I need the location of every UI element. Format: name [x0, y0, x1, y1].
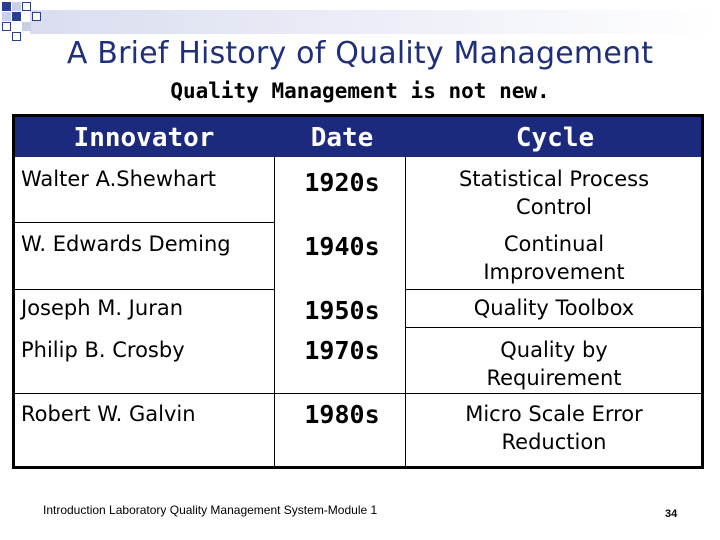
page-number: 34	[665, 508, 678, 520]
header-cycle: Cycle	[515, 123, 595, 153]
history-table: Innovator Date Cycle Walter A.Shewhart 1…	[12, 114, 704, 469]
row-5-date: 1980s	[304, 400, 380, 429]
column-divider	[405, 157, 406, 466]
row-divider	[15, 393, 701, 394]
row-1-date: 1920s	[304, 168, 380, 197]
row-3-innovator: Joseph M. Juran	[21, 296, 184, 320]
header-date: Date	[310, 123, 374, 153]
row-4-cycle-line2: Requirement	[486, 366, 622, 390]
deco-square	[12, 2, 21, 11]
deco-square	[32, 12, 41, 21]
row-divider	[15, 289, 274, 290]
column-divider	[274, 157, 275, 466]
row-2-innovator: W. Edwards Deming	[21, 232, 231, 256]
row-2-cycle-line2: Improvement	[483, 260, 625, 284]
row-1-innovator: Walter A.Shewhart	[21, 167, 217, 191]
deco-square	[2, 2, 11, 11]
footer-text: Introduction Laboratory Quality Manageme…	[43, 503, 378, 517]
slide-subtitle: Quality Management is not new.	[170, 79, 550, 103]
row-1-cycle-line1: Statistical Process	[458, 167, 650, 191]
deco-square	[2, 12, 11, 21]
deco-square	[2, 22, 11, 31]
row-2-date: 1940s	[304, 232, 380, 261]
row-divider	[406, 327, 701, 328]
row-4-innovator: Philip B. Crosby	[21, 338, 185, 362]
deco-square	[22, 2, 31, 11]
deco-square	[12, 32, 21, 41]
table-header: Innovator Date Cycle	[15, 117, 701, 157]
row-4-date: 1970s	[304, 336, 380, 365]
row-1-cycle-line2: Control	[516, 195, 592, 219]
header-innovator: Innovator	[73, 123, 215, 153]
row-3-date: 1950s	[304, 296, 380, 325]
title-gradient-bar	[30, 10, 720, 34]
decorative-corner-pattern	[0, 0, 720, 41]
row-3-cycle-line1: Quality Toolbox	[473, 296, 635, 320]
row-4-cycle-line1: Quality by	[500, 338, 608, 362]
deco-square	[22, 22, 31, 31]
row-5-cycle-line1: Micro Scale Error	[465, 402, 643, 426]
row-5-innovator: Robert W. Galvin	[21, 402, 196, 426]
row-2-cycle-line1: Continual	[503, 232, 605, 256]
deco-square	[12, 12, 21, 21]
slide-title: A Brief History of Quality Management	[66, 36, 654, 71]
row-divider	[15, 222, 274, 223]
row-5-cycle-line2: Reduction	[501, 430, 607, 454]
row-divider	[406, 289, 701, 290]
